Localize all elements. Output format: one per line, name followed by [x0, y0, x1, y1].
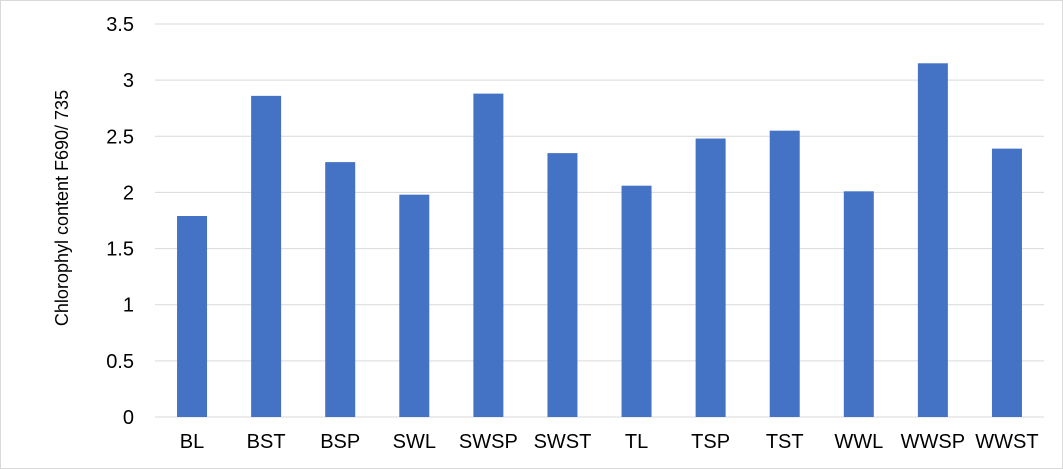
bar-swl	[399, 194, 430, 417]
bar-wwst	[991, 148, 1022, 417]
x-tick-label: TSP	[691, 431, 730, 453]
bar-tst	[769, 130, 800, 417]
bar-tl	[621, 185, 652, 417]
x-tick-label: SWL	[393, 431, 436, 453]
x-tick-label: WWL	[834, 431, 883, 453]
x-tick-label: SWSP	[459, 431, 518, 453]
bar-bst	[251, 95, 282, 417]
bars	[177, 63, 1022, 418]
y-tick-label: 0.5	[106, 351, 134, 373]
y-tick-label: 1.5	[106, 239, 134, 261]
x-axis-ticks: BL BST BSP SWL SWSP SWST TL TSP TST WWL WWSP WWST	[180, 431, 1039, 453]
y-axis-ticks: 0 0.5 1 1.5 2 2.5 3 3.5	[106, 14, 134, 429]
x-tick-label: TST	[766, 431, 804, 453]
bar-swst	[547, 153, 578, 417]
x-tick-label: BL	[180, 431, 204, 453]
bar-bl	[177, 216, 208, 417]
y-tick-label: 2	[123, 182, 134, 204]
x-tick-label: TL	[625, 431, 648, 453]
x-tick-label: BSP	[320, 431, 360, 453]
bar-swsp	[473, 93, 504, 418]
y-tick-label: 3.5	[106, 14, 134, 36]
y-tick-label: 1	[123, 295, 134, 317]
bar-bsp	[325, 162, 356, 417]
bar-tsp	[695, 138, 726, 417]
y-tick-label: 3	[123, 70, 134, 92]
x-tick-label: WWST	[975, 431, 1038, 453]
y-tick-label: 2.5	[106, 126, 134, 148]
y-tick-label: 0	[123, 407, 134, 429]
x-tick-label: WWSP	[901, 431, 965, 453]
gridlines	[155, 23, 1044, 418]
y-axis-label: Chlorophyl content F690/ 735	[52, 90, 72, 326]
x-tick-label: SWST	[534, 431, 592, 453]
bar-wwsp	[917, 63, 948, 418]
x-tick-label: BST	[247, 431, 286, 453]
bar-wwl	[843, 191, 874, 417]
